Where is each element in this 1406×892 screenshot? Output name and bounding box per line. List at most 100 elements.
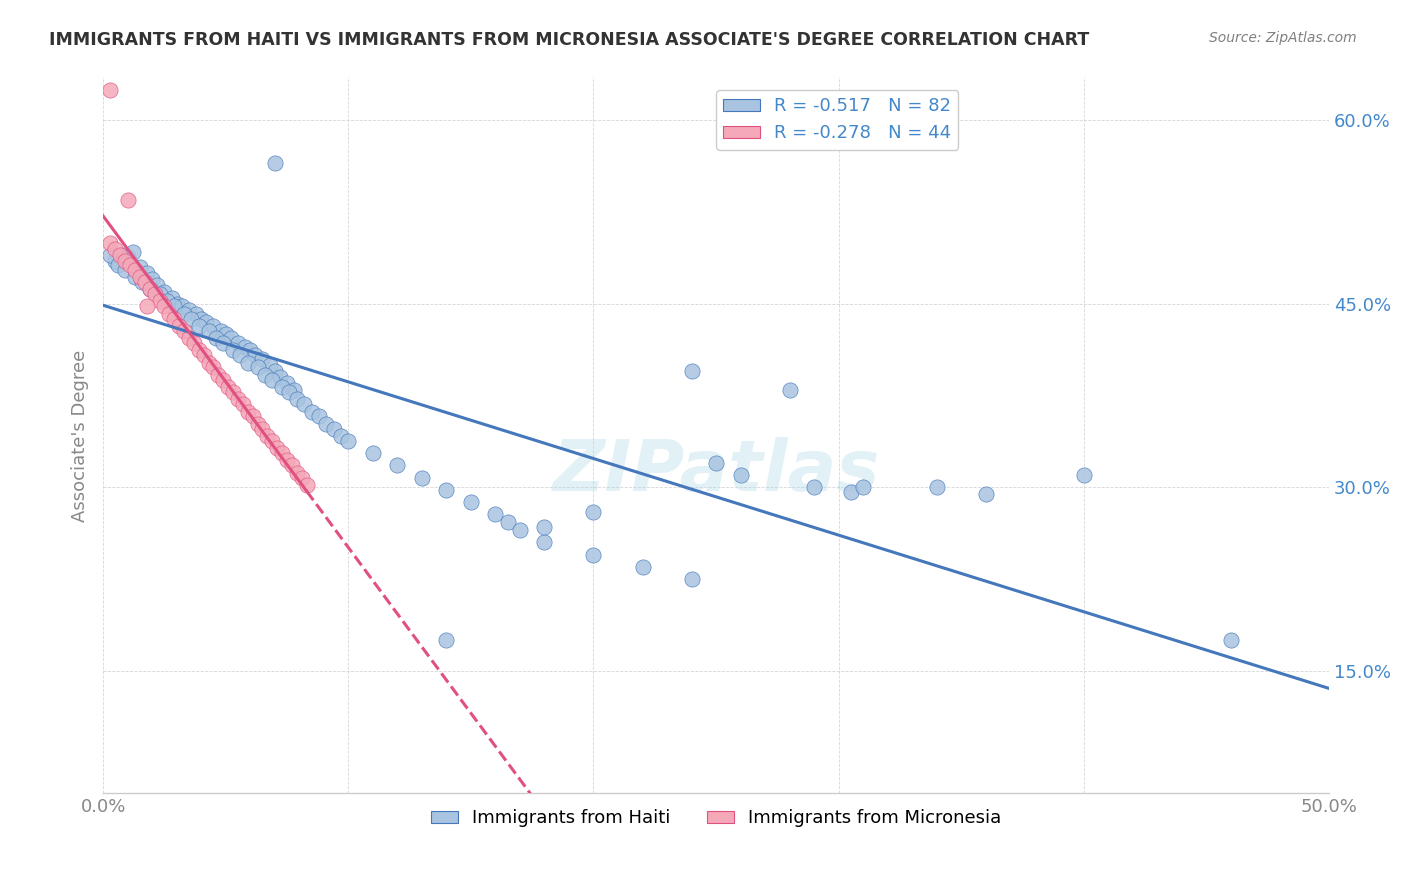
Point: [484, 508, 506, 522]
Text: Source: ZipAtlas.com: Source: ZipAtlas.com: [1209, 31, 1357, 45]
Point: [163, 299, 186, 313]
Point: [236, 355, 259, 369]
Point: [276, 453, 298, 467]
Point: [177, 331, 200, 345]
Point: [271, 446, 294, 460]
Point: [631, 560, 654, 574]
Point: [173, 307, 195, 321]
Point: [138, 282, 160, 296]
Point: [104, 254, 127, 268]
Point: [730, 468, 752, 483]
Point: [292, 397, 315, 411]
Point: [163, 311, 186, 326]
Point: [266, 442, 288, 456]
Point: [136, 299, 159, 313]
Point: [263, 364, 285, 378]
Point: [582, 548, 605, 562]
Point: [193, 348, 215, 362]
Point: [315, 417, 337, 431]
Point: [160, 291, 183, 305]
Point: [131, 275, 153, 289]
Point: [387, 458, 409, 473]
Point: [285, 392, 308, 407]
Point: [138, 282, 160, 296]
Point: [243, 348, 266, 362]
Point: [262, 434, 284, 448]
Point: [215, 327, 238, 342]
Point: [166, 297, 188, 311]
Point: [839, 485, 862, 500]
Point: [276, 376, 298, 391]
Point: [256, 429, 278, 443]
Point: [153, 285, 176, 299]
Point: [207, 368, 229, 382]
Point: [124, 262, 146, 277]
Point: [1219, 633, 1241, 648]
Point: [322, 422, 344, 436]
Point: [582, 505, 605, 519]
Point: [197, 355, 219, 369]
Point: [269, 370, 291, 384]
Point: [170, 299, 193, 313]
Point: [187, 318, 209, 333]
Point: [803, 480, 825, 494]
Point: [104, 242, 127, 256]
Point: [111, 248, 134, 262]
Point: [156, 294, 179, 309]
Point: [212, 336, 235, 351]
Legend: Immigrants from Haiti, Immigrants from Micronesia: Immigrants from Haiti, Immigrants from M…: [423, 802, 1008, 834]
Point: [681, 572, 703, 586]
Point: [974, 486, 997, 500]
Point: [1073, 468, 1095, 483]
Text: IMMIGRANTS FROM HAITI VS IMMIGRANTS FROM MICRONESIA ASSOCIATE'S DEGREE CORRELATI: IMMIGRANTS FROM HAITI VS IMMIGRANTS FROM…: [49, 31, 1090, 49]
Point: [283, 383, 305, 397]
Point: [100, 235, 122, 250]
Point: [259, 358, 281, 372]
Point: [434, 483, 457, 497]
Point: [533, 519, 555, 533]
Point: [301, 404, 323, 418]
Point: [253, 368, 276, 382]
Point: [187, 343, 209, 358]
Point: [173, 324, 195, 338]
Point: [153, 299, 176, 313]
Point: [129, 269, 152, 284]
Point: [271, 380, 294, 394]
Point: [704, 456, 727, 470]
Point: [509, 523, 531, 537]
Point: [496, 515, 519, 529]
Point: [217, 380, 239, 394]
Point: [146, 278, 169, 293]
Point: [411, 470, 433, 484]
Point: [209, 324, 232, 338]
Point: [100, 248, 122, 262]
Point: [202, 360, 225, 375]
Point: [242, 409, 264, 424]
Point: [779, 383, 801, 397]
Point: [136, 266, 159, 280]
Point: [120, 258, 142, 272]
Point: [186, 307, 208, 321]
Y-axis label: Associate's Degree: Associate's Degree: [72, 350, 89, 522]
Point: [124, 269, 146, 284]
Point: [262, 373, 284, 387]
Point: [233, 340, 256, 354]
Point: [212, 373, 235, 387]
Point: [141, 272, 163, 286]
Point: [263, 156, 285, 170]
Point: [337, 434, 360, 448]
Point: [281, 458, 304, 473]
Point: [229, 348, 252, 362]
Point: [295, 478, 318, 492]
Point: [226, 336, 249, 351]
Point: [148, 287, 170, 301]
Point: [197, 324, 219, 338]
Point: [117, 250, 139, 264]
Point: [222, 384, 245, 399]
Point: [329, 429, 352, 443]
Point: [246, 360, 269, 375]
Point: [148, 294, 170, 309]
Point: [252, 351, 274, 366]
Point: [190, 311, 212, 326]
Point: [114, 254, 136, 268]
